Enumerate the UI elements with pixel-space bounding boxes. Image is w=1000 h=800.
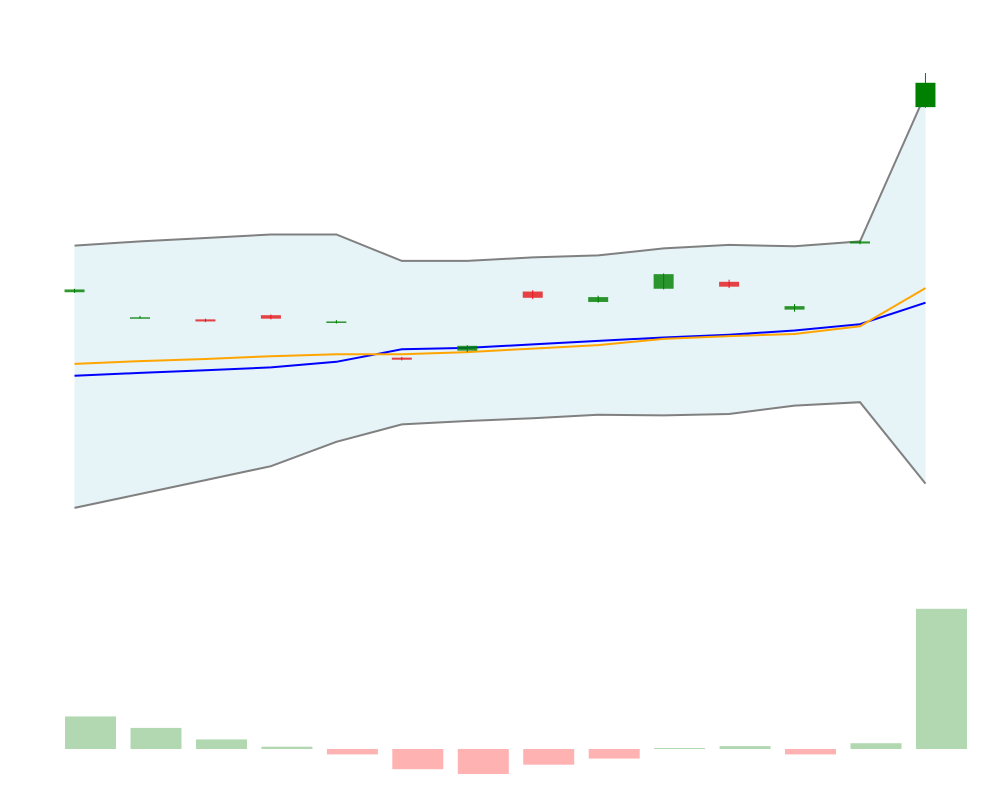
- candle: [195, 318, 216, 323]
- histogram-bar: [654, 748, 706, 749]
- candle-body: [391, 357, 412, 360]
- candle-body: [130, 317, 150, 319]
- histogram-panel: [65, 608, 967, 774]
- candle: [719, 279, 740, 289]
- candle: [850, 240, 870, 245]
- candle: [457, 345, 478, 353]
- histogram-bar: [457, 749, 509, 774]
- candle-body: [64, 289, 85, 293]
- candle-body: [850, 241, 870, 244]
- candle-body: [457, 345, 478, 351]
- candle: [260, 314, 281, 320]
- candle-body: [588, 297, 609, 302]
- candle-body: [653, 274, 674, 289]
- histogram-bar: [326, 749, 378, 755]
- candle: [784, 304, 805, 312]
- histogram-bar: [65, 716, 116, 749]
- histogram-bar: [392, 749, 444, 770]
- candle: [522, 290, 543, 300]
- candle-body: [195, 319, 216, 322]
- candle-body: [522, 291, 543, 298]
- candle: [653, 273, 674, 290]
- candle-body: [719, 281, 740, 287]
- moving-average-line: [74, 287, 927, 365]
- histogram-bar: [785, 749, 836, 755]
- candle: [588, 295, 609, 303]
- candle-body: [915, 82, 936, 108]
- histogram-bar: [719, 746, 771, 749]
- moving-average-line: [74, 301, 926, 377]
- candle: [130, 315, 150, 319]
- histogram-bar: [523, 749, 575, 765]
- candle-body: [326, 321, 347, 323]
- histogram-bar: [130, 727, 182, 749]
- histogram-bar: [261, 746, 313, 749]
- price-panel: [64, 73, 936, 509]
- candle: [326, 320, 347, 324]
- band-fill: [74, 93, 926, 508]
- histogram-bar: [916, 608, 967, 749]
- candle: [64, 288, 85, 293]
- candle-body: [784, 306, 805, 310]
- candle: [391, 356, 412, 361]
- band-upper-line: [74, 93, 927, 262]
- candle-body: [260, 315, 281, 319]
- histogram-bar: [588, 749, 640, 759]
- histogram-bar: [850, 743, 902, 749]
- band-lower-line: [74, 401, 927, 509]
- candle: [915, 73, 936, 108]
- histogram-bar: [196, 739, 247, 749]
